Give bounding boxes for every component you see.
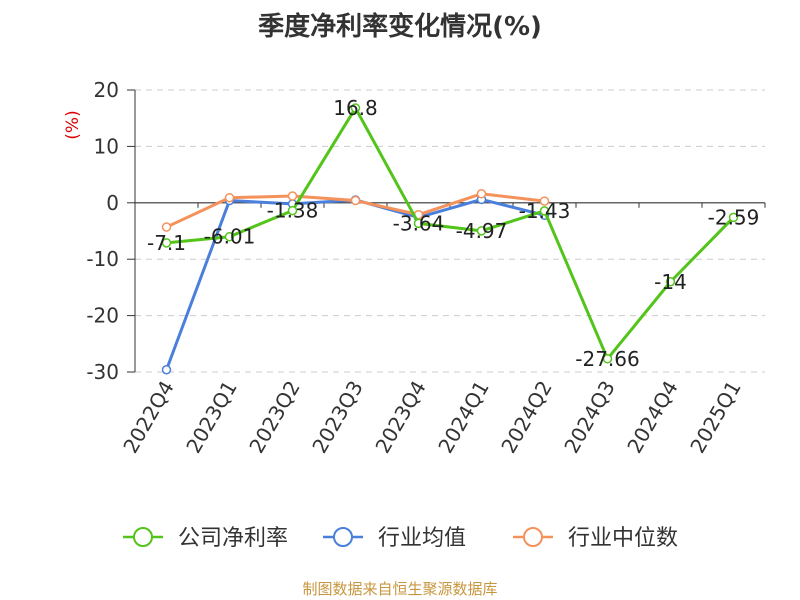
legend-label: 公司净利率 [178,526,288,551]
y-tick-label: 20 [94,78,119,102]
data-label: -4.97 [456,219,508,243]
chart-title: 季度净利率变化情况(%) [258,12,542,42]
y-tick-label: 10 [94,134,119,158]
y-tick-label: -20 [86,304,119,328]
data-point [161,364,172,375]
data-point [287,205,298,216]
x-tick-label: 2024Q4 [622,377,682,458]
data-point [224,231,235,242]
source-note: 制图数据来自恒生聚源数据库 [302,580,498,598]
data-label: -2.59 [708,205,760,229]
data-point [728,212,739,223]
data-label: -7.1 [147,231,186,255]
y-axis-label: (%) [63,110,83,139]
data-point [602,354,613,364]
y-tick-label: 0 [106,191,119,215]
data-point [665,277,676,287]
data-label: -1.43 [519,199,571,223]
x-tick-label: 2022Q4 [118,377,178,458]
x-tick-label: 2024Q3 [559,377,619,458]
data-point [161,222,172,232]
data-point [413,218,424,229]
data-point [350,195,361,206]
data-label: -1.38 [267,199,319,223]
legend-marker [333,527,353,547]
data-point [539,196,550,206]
data-point [287,191,298,201]
legend-marker [133,527,153,547]
series-line-0 [166,106,735,361]
data-label: -27.66 [575,347,639,371]
x-tick-label: 2023Q3 [307,377,367,458]
data-point [224,192,235,203]
data-point [350,103,361,113]
x-tick-label: 2023Q2 [244,377,304,458]
x-tick-label: 2024Q2 [496,377,556,458]
data-point [161,238,172,248]
data-point [476,189,487,199]
legend-label: 行业中位数 [568,526,678,551]
data-label: 16.8 [333,96,378,120]
y-tick-label: -30 [86,360,119,384]
x-tick-label: 2024Q1 [433,377,493,458]
legend-marker [523,527,543,547]
data-label: -14 [654,270,687,294]
x-tick-label: 2025Q1 [685,377,745,458]
data-point [539,206,550,216]
x-tick-label: 2023Q1 [181,377,241,458]
data-point [476,226,487,236]
data-label: -6.01 [204,225,256,249]
data-label: -3.64 [393,211,445,235]
legend-label: 行业均值 [378,526,466,551]
y-tick-label: -10 [86,247,119,271]
x-tick-label: 2023Q4 [370,377,430,458]
